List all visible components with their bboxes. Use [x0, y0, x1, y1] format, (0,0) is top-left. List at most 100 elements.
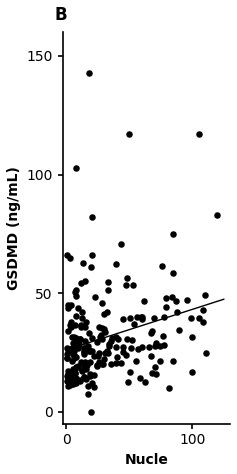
Point	[115, 353, 119, 361]
Point	[71, 380, 75, 388]
Point	[87, 347, 91, 355]
Point	[73, 344, 77, 352]
Point	[201, 318, 205, 326]
Point	[87, 390, 90, 397]
Point	[79, 280, 82, 287]
Point	[90, 334, 94, 342]
Point	[75, 364, 79, 371]
Point	[87, 342, 90, 350]
Point	[82, 350, 86, 357]
Point	[131, 281, 135, 289]
Point	[70, 375, 73, 383]
Point	[98, 333, 101, 341]
Point	[73, 369, 77, 377]
Point	[109, 337, 113, 345]
Point	[125, 336, 128, 343]
Point	[81, 367, 84, 374]
Point	[70, 333, 74, 340]
Point	[87, 69, 91, 76]
Point	[170, 293, 174, 301]
Point	[73, 375, 77, 383]
Point	[72, 333, 76, 340]
Point	[172, 357, 175, 365]
Point	[71, 375, 75, 383]
Point	[74, 338, 77, 346]
Point	[153, 342, 156, 350]
Point	[65, 350, 69, 357]
Point	[150, 370, 154, 377]
Point	[80, 314, 84, 322]
Point	[89, 263, 93, 271]
Point	[85, 361, 89, 369]
Point	[74, 379, 78, 387]
Point	[201, 306, 205, 314]
Point	[65, 354, 68, 361]
Point	[216, 211, 219, 219]
Point	[71, 365, 75, 373]
Point	[103, 349, 107, 357]
Point	[197, 314, 201, 321]
Point	[105, 347, 109, 355]
Point	[114, 359, 118, 367]
Point	[76, 342, 79, 350]
Point	[84, 375, 88, 383]
Point	[86, 383, 90, 390]
Point	[68, 376, 71, 383]
Point	[100, 361, 104, 368]
Point	[100, 325, 104, 332]
Point	[121, 315, 124, 322]
Point	[172, 230, 175, 238]
Point	[203, 291, 207, 299]
Point	[185, 297, 189, 304]
Point	[66, 301, 70, 309]
Point	[162, 341, 166, 348]
Point	[106, 349, 110, 357]
Point	[119, 240, 123, 248]
Point	[82, 362, 86, 370]
Point	[78, 336, 82, 343]
Point	[174, 298, 178, 305]
Point	[149, 352, 153, 360]
Point	[74, 363, 78, 371]
Point	[69, 301, 73, 309]
Point	[74, 374, 78, 382]
Point	[127, 378, 130, 386]
Y-axis label: GSDMD (ng/mL): GSDMD (ng/mL)	[7, 166, 21, 290]
Point	[68, 371, 72, 378]
Point	[128, 369, 132, 376]
Point	[69, 318, 73, 326]
Point	[90, 214, 94, 221]
Point	[83, 278, 87, 285]
Point	[164, 294, 168, 301]
Point	[90, 408, 93, 416]
Point	[94, 293, 97, 301]
Point	[74, 334, 77, 342]
Point	[107, 340, 111, 348]
Point	[67, 369, 71, 377]
Point	[88, 347, 92, 355]
Point	[142, 297, 146, 304]
Point	[96, 338, 99, 346]
Point	[103, 328, 107, 335]
Point	[92, 371, 96, 379]
Point	[80, 366, 84, 374]
Point	[140, 315, 144, 322]
Point	[138, 374, 141, 382]
Point	[79, 324, 83, 331]
Point	[74, 376, 78, 384]
Point	[68, 346, 72, 354]
Point	[140, 344, 143, 351]
Point	[107, 342, 111, 349]
Point	[100, 300, 104, 307]
Point	[83, 337, 87, 345]
Point	[95, 361, 99, 369]
Point	[102, 310, 105, 318]
Point	[97, 323, 101, 331]
Point	[197, 130, 201, 138]
Point	[84, 319, 88, 326]
Point	[110, 334, 114, 341]
Point	[121, 349, 125, 356]
Point	[137, 346, 140, 353]
Point	[161, 333, 165, 340]
Point	[171, 270, 175, 277]
